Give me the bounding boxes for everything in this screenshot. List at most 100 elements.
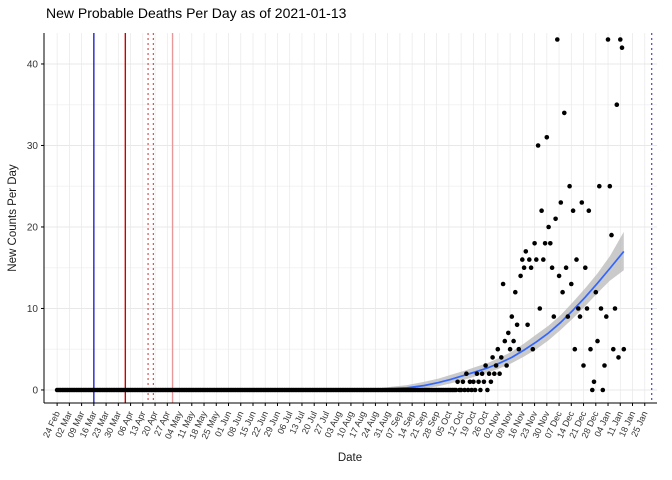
data-point	[604, 314, 609, 319]
data-point	[504, 363, 509, 368]
data-point	[511, 338, 516, 344]
data-point	[597, 183, 602, 189]
y-tick-label: 40	[27, 59, 39, 70]
data-point	[618, 37, 623, 42]
data-point	[500, 281, 506, 287]
data-point	[478, 387, 483, 393]
data-point	[565, 314, 571, 319]
data-point	[588, 346, 593, 352]
data-point	[539, 208, 544, 213]
data-point	[471, 379, 476, 385]
data-point	[537, 306, 543, 311]
data-point	[518, 273, 523, 279]
data-point	[593, 289, 599, 295]
data-point	[605, 37, 611, 42]
data-point	[495, 346, 501, 352]
data-point	[555, 37, 560, 42]
data-point	[609, 232, 614, 238]
y-tick-label: 0	[32, 385, 38, 396]
data-point	[548, 241, 553, 246]
y-tick-label: 20	[27, 222, 39, 233]
data-point	[572, 346, 578, 352]
trend-line	[57, 250, 625, 391]
data-point	[551, 314, 557, 319]
data-point	[576, 306, 581, 311]
data-point	[581, 363, 586, 368]
data-point	[591, 379, 597, 385]
scatter-points	[54, 37, 627, 393]
data-point	[523, 249, 529, 254]
data-point	[590, 387, 595, 393]
data-point	[453, 387, 459, 393]
data-point	[553, 216, 558, 222]
data-point	[602, 363, 607, 368]
data-point	[569, 281, 574, 287]
data-point	[460, 379, 466, 385]
data-point	[562, 110, 567, 116]
data-point	[474, 371, 480, 377]
data-point	[549, 265, 555, 271]
data-point	[579, 200, 585, 205]
data-point	[567, 183, 572, 189]
data-point	[527, 257, 532, 262]
data-point	[586, 208, 592, 213]
data-point	[514, 322, 520, 328]
data-point	[616, 355, 621, 360]
data-point	[534, 257, 539, 262]
data-point	[462, 387, 467, 393]
data-point	[532, 241, 537, 246]
data-point	[612, 306, 618, 311]
data-point	[598, 306, 604, 311]
data-point	[544, 135, 550, 140]
data-point	[563, 265, 569, 271]
data-point	[619, 45, 625, 50]
data-point	[558, 200, 564, 205]
data-point	[490, 355, 495, 360]
data-point	[574, 257, 579, 262]
data-point	[493, 363, 499, 368]
data-point	[467, 379, 473, 385]
data-point	[577, 314, 583, 319]
data-point	[614, 102, 620, 107]
data-point	[535, 143, 541, 148]
data-point	[472, 387, 478, 393]
data-point	[499, 355, 504, 360]
data-point	[458, 387, 464, 393]
data-point	[621, 346, 627, 352]
data-point	[530, 346, 536, 352]
data-point	[488, 379, 494, 385]
data-point	[560, 289, 565, 295]
data-point	[584, 306, 590, 311]
data-point	[583, 265, 588, 271]
data-point	[483, 363, 488, 368]
data-point	[607, 183, 613, 189]
data-point	[497, 371, 502, 377]
y-tick-label: 30	[27, 141, 39, 152]
data-point	[556, 273, 562, 279]
data-point	[520, 257, 525, 262]
x-axis-title: Date	[337, 452, 363, 464]
data-point	[465, 387, 471, 393]
data-point	[521, 265, 527, 271]
data-point	[570, 208, 576, 213]
data-point	[469, 387, 474, 393]
confidence-ribbon	[380, 231, 624, 390]
data-point	[476, 379, 481, 385]
data-point	[455, 379, 460, 385]
data-point	[509, 314, 515, 319]
data-point	[479, 371, 485, 377]
y-tick-label: 10	[27, 304, 39, 315]
data-point	[513, 289, 518, 295]
data-point	[595, 338, 600, 344]
reference-lines	[93, 33, 653, 403]
chart-title: New Probable Deaths Per Day as of 2021-0…	[46, 5, 347, 21]
data-point	[506, 330, 511, 336]
data-point	[485, 387, 490, 393]
gridlines	[44, 33, 657, 403]
data-point	[525, 322, 530, 328]
data-point	[492, 371, 497, 377]
y-axis-title: New Counts Per Day	[7, 164, 19, 272]
data-point	[546, 224, 551, 230]
